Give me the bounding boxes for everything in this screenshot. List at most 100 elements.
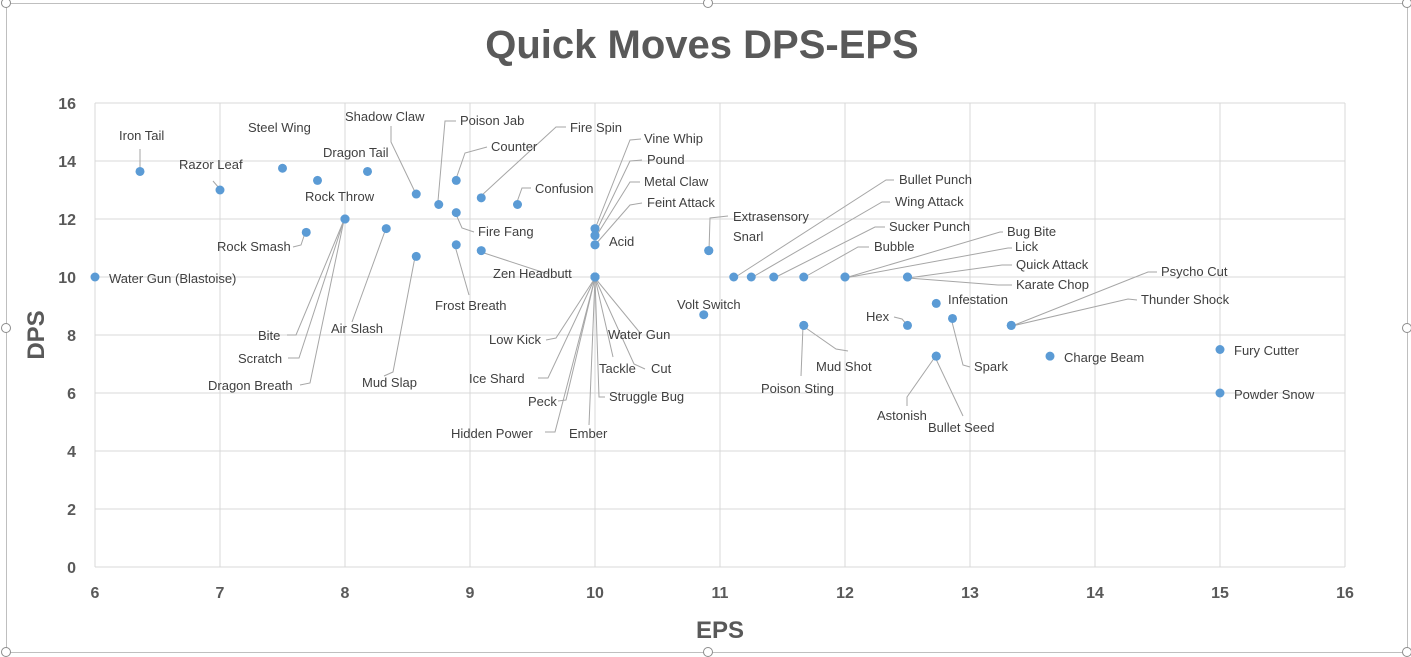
x-tick-label: 7	[216, 585, 225, 602]
data-label-fire-fang: Fire Fang	[478, 224, 534, 239]
data-point-poison-jab	[434, 200, 444, 209]
data-label-air-slash: Air Slash	[331, 321, 383, 336]
data-point-poison-sting	[799, 320, 809, 330]
data-label-ember: Ember	[569, 426, 608, 441]
resize-handle-top[interactable]	[703, 0, 713, 8]
data-label-poison-jab: Poison Jab	[460, 113, 524, 128]
y-tick-label: 16	[58, 96, 76, 113]
data-label-shadow-claw: Shadow Claw	[345, 109, 425, 124]
data-points	[90, 163, 1225, 398]
leader-line-ice-shard	[538, 277, 596, 379]
data-label-spark: Spark	[974, 359, 1008, 374]
leader-line-lick	[844, 247, 1012, 279]
resize-handle-top-right[interactable]	[1402, 0, 1411, 8]
data-label-fury-cutter: Fury Cutter	[1234, 343, 1300, 358]
data-point-snarl	[704, 246, 714, 256]
data-label-feint-attack: Feint Attack	[647, 195, 715, 210]
data-label-rock-smash: Rock Smash	[217, 239, 291, 254]
data-point-zen-headbutt	[476, 246, 486, 256]
data-label-fire-spin: Fire Spin	[570, 120, 622, 135]
data-label-bullet-punch: Bullet Punch	[899, 172, 972, 187]
y-tick-label: 2	[67, 502, 76, 519]
leader-line-bubble	[802, 246, 869, 279]
x-tick-label: 15	[1211, 585, 1229, 602]
resize-handle-top-left[interactable]	[1, 0, 11, 8]
y-axis-title: DPS	[23, 310, 50, 359]
leader-line-counter	[455, 146, 488, 180]
data-point-fire-spin	[476, 193, 486, 203]
data-label-pound: Pound	[647, 152, 685, 167]
data-label-water-gun: Water Gun	[608, 327, 670, 342]
leader-line-ember	[588, 277, 596, 426]
data-label-mud-shot: Mud Shot	[816, 359, 872, 374]
data-label-acid: Acid	[609, 234, 634, 249]
data-label-tackle: Tackle	[599, 361, 636, 376]
data-label-quick-attack: Quick Attack	[1016, 257, 1089, 272]
data-point-bubble	[799, 272, 809, 282]
data-point-hex	[903, 320, 912, 330]
resize-handle-left[interactable]	[1, 323, 11, 333]
data-label-lick: Lick	[1015, 239, 1039, 254]
data-label-bullet-seed: Bullet Seed	[928, 420, 995, 435]
data-label-water-gun-blastoise: Water Gun (Blastoise)	[109, 271, 236, 286]
data-label-wing-attack: Wing Attack	[895, 194, 964, 209]
leader-line-metal-claw	[594, 181, 640, 239]
data-label-struggle-bug: Struggle Bug	[609, 389, 684, 404]
data-point-lick	[840, 272, 850, 282]
data-label-hex: Hex	[866, 309, 890, 324]
data-point-powder-snow	[1215, 388, 1225, 398]
leader-line-low-kick	[545, 277, 596, 341]
data-label-powder-snow: Powder Snow	[1234, 387, 1315, 402]
data-point-dragon-breath	[340, 214, 350, 224]
data-label-volt-switch: Volt Switch	[677, 297, 741, 312]
data-label-cut: Cut	[651, 361, 672, 376]
leader-line-fire-spin	[480, 126, 566, 197]
x-tick-label: 10	[586, 585, 604, 602]
leader-line-poison-sting	[800, 325, 804, 377]
leader-line-hidden-power	[545, 277, 596, 433]
y-tick-label: 14	[58, 154, 76, 171]
leader-line-bite	[287, 219, 345, 336]
leader-line-wing-attack	[750, 201, 890, 279]
resize-handle-right[interactable]	[1402, 323, 1411, 333]
data-point-fury-cutter	[1215, 345, 1225, 354]
leader-line-extrasensory	[708, 215, 729, 252]
data-point-volt-switch	[699, 310, 709, 320]
data-point-vine-whip	[590, 224, 600, 234]
data-label-steel-wing: Steel Wing	[248, 120, 311, 135]
data-label-karate-chop: Karate Chop	[1016, 277, 1089, 292]
y-tick-label: 12	[58, 212, 76, 229]
y-tick-label: 0	[67, 560, 76, 577]
leader-line-quick-attack	[907, 264, 1012, 279]
data-label-charge-beam: Charge Beam	[1064, 350, 1144, 365]
data-label-hidden-power: Hidden Power	[451, 426, 533, 441]
y-tick-label: 4	[67, 444, 76, 461]
x-tick-label: 8	[341, 585, 350, 602]
leader-line-tackle	[594, 277, 614, 358]
y-axis-ticks: 0 2 4 6 8 10 12 14 16	[58, 96, 76, 577]
data-point-water-gun	[590, 272, 600, 282]
data-point-confusion	[513, 200, 522, 209]
data-label-peck: Peck	[528, 394, 557, 409]
leader-line-karate-chop	[907, 277, 1012, 286]
data-labels: Water Gun (Blastoise) Iron Tail Razor Leaf…	[109, 109, 1315, 441]
leader-line-pound	[594, 159, 643, 235]
leader-line-bullet-punch	[733, 179, 894, 279]
leader-line-struggle-bug	[594, 277, 605, 398]
x-tick-label: 13	[961, 585, 979, 602]
data-point-spark	[948, 313, 957, 323]
x-tick-label: 11	[712, 585, 729, 602]
data-label-dragon-breath: Dragon Breath	[208, 378, 293, 393]
data-point-metal-claw	[590, 231, 600, 241]
data-label-astonish: Astonish	[877, 408, 927, 423]
data-point-bullet-punch	[729, 272, 739, 282]
data-label-razor-leaf: Razor Leaf	[179, 157, 243, 172]
leader-line-shadow-claw	[390, 126, 416, 193]
data-point-air-slash	[381, 224, 391, 234]
data-point-shadow-claw	[411, 189, 421, 199]
data-point-acid	[590, 240, 600, 250]
data-point-thunder-shock	[1006, 320, 1016, 330]
leader-line-mud-shot	[802, 325, 849, 352]
